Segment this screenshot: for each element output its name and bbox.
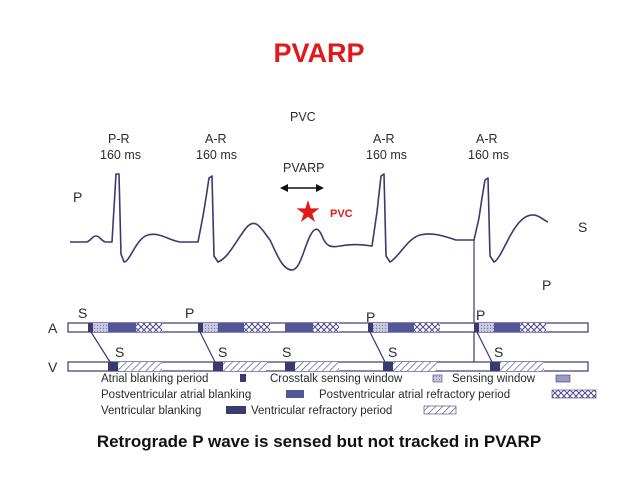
atrial-event-label: P <box>185 305 194 321</box>
legend-swatch <box>551 389 597 399</box>
legend-swatch <box>432 374 443 383</box>
legend-item-pvarp: Postventricular atrial refractory period <box>319 389 597 401</box>
legend-label: Atrial blanking period <box>101 373 208 385</box>
legend-item-pv-atrial-blanking: Postventricular atrial blanking <box>101 389 304 401</box>
interval-name: A-R <box>205 132 227 146</box>
legend-swatch <box>226 406 246 414</box>
interval-label-4: A-R 160 ms <box>468 132 509 162</box>
atrial-event-label: P <box>476 307 485 323</box>
pvc-top-label: PVC <box>290 110 316 124</box>
legend-label: Ventricular refractory period <box>251 405 392 417</box>
legend-label: Postventricular atrial blanking <box>101 389 251 401</box>
legend: Atrial blanking period Crosstalk sensing… <box>101 373 597 417</box>
legend-item-atrial-blanking: Atrial blanking period <box>101 373 246 385</box>
legend-item-sensing: Sensing window <box>452 373 571 385</box>
av-delay-lines <box>90 331 493 363</box>
slide-title: PVARP <box>273 38 365 68</box>
s-label-right: S <box>578 219 587 235</box>
legend-swatch <box>423 405 457 415</box>
legend-item-vrp: Ventricular refractory period <box>251 405 457 417</box>
p-wave-label: P <box>73 189 82 205</box>
ventricular-event-label: S <box>388 344 397 360</box>
atrial-event-label: S <box>78 305 87 321</box>
interval-name: A-R <box>373 132 395 146</box>
interval-label-1: P-R 160 ms <box>100 132 141 162</box>
legend-label: Crosstalk sensing window <box>270 373 403 385</box>
ventricular-channel-bar <box>67 361 589 372</box>
legend-label: Postventricular atrial refractory period <box>319 389 510 401</box>
legend-item-crosstalk: Crosstalk sensing window <box>270 373 443 385</box>
legend-swatch <box>240 374 246 382</box>
interval-label-2: A-R 160 ms <box>196 132 237 162</box>
interval-value: 160 ms <box>366 148 407 162</box>
interval-label-3: A-R 160 ms <box>366 132 407 162</box>
legend-label: Sensing window <box>452 373 536 385</box>
atrial-channel-label: A <box>48 320 58 336</box>
interval-name: A-R <box>476 132 498 146</box>
legend-label: Ventricular blanking <box>101 405 201 417</box>
pvarp-double-arrow <box>280 184 324 192</box>
ecg-trace <box>70 173 549 271</box>
ventricular-event-label: S <box>115 344 124 360</box>
legend-item-ventricular-blanking: Ventricular blanking <box>101 405 246 417</box>
ventricular-event-label: S <box>218 344 227 360</box>
interval-value: 160 ms <box>196 148 237 162</box>
legend-swatch <box>286 390 304 398</box>
ventricular-event-label: S <box>282 344 291 360</box>
interval-name: P-R <box>108 132 130 146</box>
interval-value: 160 ms <box>100 148 141 162</box>
p-label-right: P <box>542 277 551 293</box>
pvc-star-icon <box>296 200 320 222</box>
atrial-channel-bar <box>67 322 589 333</box>
pvc-marker-label: PVC <box>330 208 353 220</box>
slide-caption: Retrograde P wave is sensed but not trac… <box>96 432 542 451</box>
interval-value: 160 ms <box>468 148 509 162</box>
atrial-event-label: P <box>366 309 375 325</box>
legend-swatch <box>555 374 571 383</box>
ventricular-channel-label: V <box>48 359 58 375</box>
pvarp-label: PVARP <box>283 161 324 175</box>
ventricular-event-label: S <box>494 344 503 360</box>
